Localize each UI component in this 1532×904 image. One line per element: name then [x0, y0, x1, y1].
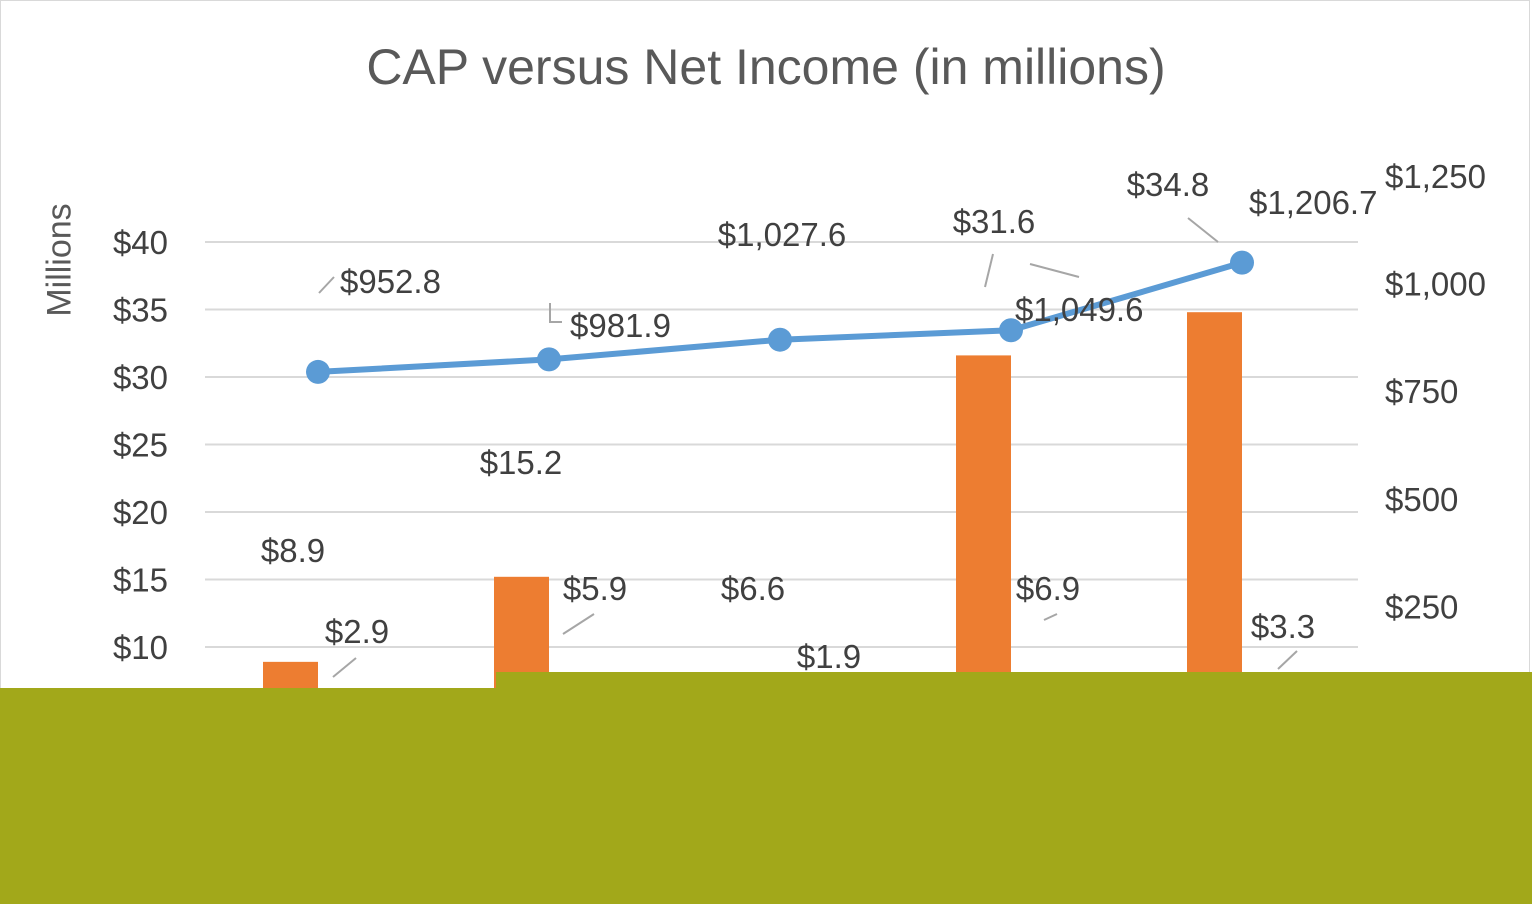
data-label-series1: $15.2: [480, 444, 563, 481]
line-point: [537, 347, 561, 372]
leader-line: [1277, 650, 1298, 670]
data-label-series3: $952.8: [340, 263, 441, 300]
leader-line: [1029, 263, 1080, 278]
y2-tick-label: $1,250: [1385, 158, 1486, 195]
chart-title: CAP versus Net Income (in millions): [366, 39, 1166, 95]
data-label-series1: $31.6: [953, 203, 1036, 240]
data-label-series1: $8.9: [261, 532, 325, 569]
y2-tick-label: $250: [1385, 588, 1458, 625]
leader-line: [332, 657, 357, 678]
data-label-series3: $981.9: [570, 307, 671, 344]
y-tick-label: $35: [113, 292, 168, 329]
data-label-series1: $34.8: [1127, 166, 1210, 203]
occluding-band-step: [496, 672, 1532, 692]
data-label-series3: $1,049.6: [1015, 291, 1143, 328]
line-point: [1230, 250, 1254, 275]
y-tick-label: $30: [113, 359, 168, 396]
data-label-series2: $6.9: [1016, 570, 1080, 607]
leader-line: [318, 276, 335, 294]
data-label-series2: $2.9: [325, 613, 389, 650]
y-tick-label: $10: [113, 629, 168, 666]
data-label-series3: $1,206.7: [1249, 184, 1377, 221]
leader-line: [562, 613, 595, 635]
y-tick-label: $20: [113, 494, 168, 531]
leader-line: [1187, 217, 1219, 243]
line-point: [999, 318, 1023, 343]
leader-line: [1043, 613, 1058, 621]
data-label-series2: $1.9: [797, 638, 861, 675]
y2-tick-label: $1,000: [1385, 266, 1486, 303]
occluding-band: [0, 688, 1532, 904]
data-label-series2: $3.3: [1251, 608, 1315, 645]
y2-tick-label: $500: [1385, 481, 1458, 518]
line-point: [306, 359, 330, 384]
y-tick-label: $40: [113, 224, 168, 261]
y2-tick-label: $750: [1385, 373, 1458, 410]
data-label-series2: $5.9: [563, 570, 627, 607]
data-label-series3: $1,027.6: [718, 216, 846, 253]
leader-line: [549, 303, 562, 323]
line-point: [768, 327, 792, 352]
data-label-series1: $6.6: [721, 570, 785, 607]
y-tick-label: $25: [113, 427, 168, 464]
y-tick-label: $15: [113, 562, 168, 599]
leader-line: [984, 253, 994, 288]
